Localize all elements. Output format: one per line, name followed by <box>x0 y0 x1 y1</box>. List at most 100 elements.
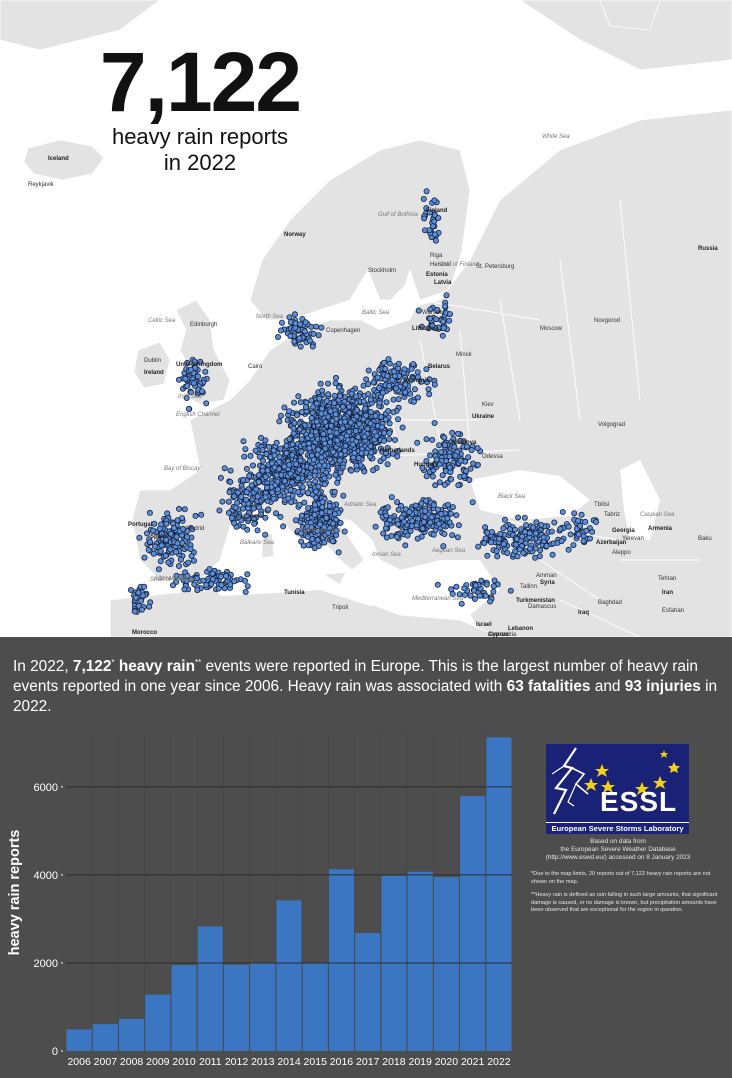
bar-2022 <box>486 737 512 1051</box>
report-dot <box>332 374 339 381</box>
report-dot <box>484 552 491 559</box>
report-dot <box>329 520 336 527</box>
report-dot <box>422 497 429 504</box>
report-dot <box>296 335 303 342</box>
report-dot <box>372 412 379 419</box>
report-dot <box>277 327 284 334</box>
report-dot <box>259 467 266 474</box>
report-dot <box>426 391 433 398</box>
bar-2020 <box>433 877 459 1051</box>
report-dot <box>202 368 209 375</box>
report-dot <box>323 515 330 522</box>
map-sea-label: Aegean Sea <box>432 548 466 554</box>
report-dot <box>184 382 191 389</box>
report-dot <box>288 499 295 506</box>
map-place-label: Damascus <box>528 604 557 610</box>
map-place-label: Cyprus <box>488 632 509 638</box>
report-dot <box>167 546 174 553</box>
report-dot <box>158 530 165 537</box>
map-place-label: Ireland <box>144 370 164 376</box>
report-dot <box>290 430 297 437</box>
report-dot <box>291 338 298 345</box>
report-dot <box>331 488 338 495</box>
report-dot <box>273 510 280 517</box>
report-dot <box>281 478 288 485</box>
report-dot <box>173 533 180 540</box>
map-sea-label: Adriatic Sea <box>344 502 377 508</box>
report-dot <box>299 488 306 495</box>
report-dot <box>386 429 393 436</box>
report-dot <box>370 379 377 386</box>
report-dot <box>394 521 401 528</box>
map-place-label: Reykjavik <box>28 182 54 188</box>
bar-2010 <box>171 965 197 1051</box>
report-dot <box>244 571 251 578</box>
report-dot <box>294 412 301 419</box>
report-dot <box>206 566 213 573</box>
map-place-label: United Kingdom <box>176 362 223 368</box>
report-dot <box>446 311 453 318</box>
report-dot <box>434 581 441 588</box>
report-dot <box>430 501 437 508</box>
report-dot <box>333 429 340 436</box>
map-place-label: Tripoli <box>332 605 349 611</box>
logo-acronym: ESSL <box>600 786 678 817</box>
report-dot <box>283 442 290 449</box>
headline-subtitle: heavy rain reports in 2022 <box>60 124 340 176</box>
headline: 7,122 heavy rain reports in 2022 <box>60 40 340 176</box>
report-dot <box>394 533 401 540</box>
report-dot <box>263 484 270 491</box>
report-dot <box>418 500 425 507</box>
report-dot <box>548 528 555 535</box>
report-dot <box>146 603 153 610</box>
report-dot <box>430 531 437 538</box>
report-dot <box>243 496 250 503</box>
report-dot <box>143 530 150 537</box>
report-dot <box>406 508 413 515</box>
report-dot <box>259 457 266 464</box>
report-dot <box>131 608 138 615</box>
report-dot <box>422 514 429 521</box>
report-dot <box>383 534 390 541</box>
report-dot <box>376 384 383 391</box>
report-dot <box>315 446 322 453</box>
report-dot <box>222 573 229 580</box>
report-dot <box>289 441 296 448</box>
report-dot <box>321 539 328 546</box>
report-dot <box>493 548 500 555</box>
report-dot <box>301 328 308 335</box>
report-dot <box>239 505 246 512</box>
report-dot <box>365 367 372 374</box>
report-dot <box>385 407 392 414</box>
report-dot <box>395 396 402 403</box>
map-place-label: Moscow <box>540 326 563 332</box>
report-dot <box>333 527 340 534</box>
report-dot <box>380 359 387 366</box>
summary-injuries: 93 injuries <box>624 678 701 696</box>
bar-2021 <box>460 796 486 1051</box>
source-line2: the European Severe Weather Database <box>560 846 676 853</box>
report-dot <box>259 447 266 454</box>
report-dot <box>313 418 320 425</box>
report-dot <box>194 587 201 594</box>
summary-fatalities: 63 fatalities <box>506 678 591 696</box>
report-dot <box>362 405 369 412</box>
report-dot <box>325 391 332 398</box>
report-dot <box>337 451 344 458</box>
x-tick-label: 2007 <box>94 1056 118 1068</box>
report-dot <box>440 543 447 550</box>
report-dot <box>181 506 188 513</box>
report-dot <box>225 498 232 505</box>
report-dot <box>374 374 381 381</box>
report-dot <box>425 386 432 393</box>
report-dot <box>382 365 389 372</box>
report-dot <box>127 587 134 594</box>
x-tick-label: 2008 <box>120 1056 144 1068</box>
report-dot <box>297 457 304 464</box>
report-dot <box>335 549 342 556</box>
map-sea-label: Bay of Biscay <box>164 466 201 472</box>
report-dot <box>533 519 540 526</box>
report-dot <box>240 438 247 445</box>
report-dot <box>297 321 304 328</box>
report-dot <box>383 520 390 527</box>
